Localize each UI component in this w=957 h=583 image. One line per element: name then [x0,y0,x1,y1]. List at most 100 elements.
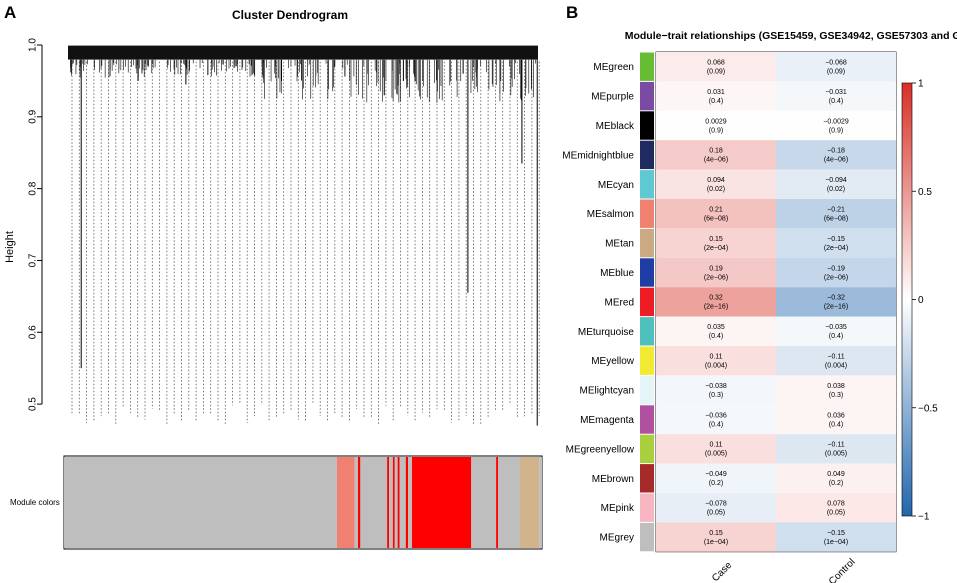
dendrogram-title: Cluster Dendrogram [232,8,348,22]
module-swatch [640,81,654,111]
cell-pvalue: (2e−04) [704,245,728,252]
module-label: MEpink [601,503,635,514]
legend-tick-label: −0.5 [918,403,938,414]
legend-gradient-bar [901,82,913,517]
cell-pvalue: (0.09) [827,69,845,76]
cell-correlation: 0.036 [827,412,845,419]
module-swatch [640,287,654,317]
heatmap-cell [656,346,776,376]
module-label: MEgrey [600,533,634,544]
heatmap-cell [656,434,776,464]
heatmap-cell [656,404,776,435]
cell-correlation: 0.21 [709,207,723,214]
heatmap-cell [656,522,776,552]
dendrogram-top-band [68,45,538,60]
cell-pvalue: (0.09) [707,69,725,76]
module-trait-heatmap: MEgreen 0.068 (0.09) −0.068 (0.09) MEpurple 0.… [562,51,897,583]
module-color-segment [360,457,388,548]
module-label: MEturquoise [578,327,635,338]
module-label: MEmagenta [580,415,634,426]
module-swatch [640,199,654,228]
legend-tick-label: −1 [918,512,930,523]
module-label: MEred [605,297,634,308]
cell-correlation: −0.18 [827,148,845,155]
heatmap-cell [656,463,776,493]
cell-correlation: −0.031 [825,89,847,96]
cell-correlation: 0.035 [707,324,725,331]
cell-pvalue: (0.3) [829,392,843,399]
module-label: MEblue [600,268,634,279]
module-color-segment [405,457,409,548]
cell-pvalue: (0.02) [707,186,725,193]
module-color-bar [64,457,542,548]
cell-pvalue: (4e−06) [824,157,848,164]
heatmap-cell [656,375,776,405]
heatmap-cell [776,81,896,111]
cell-correlation: 0.11 [709,354,722,361]
cell-correlation: 0.18 [709,148,723,155]
module-swatch [640,434,654,464]
cell-pvalue: (0.4) [829,421,843,428]
cell-pvalue: (6e−08) [704,216,728,223]
heatmap-cell [656,81,776,111]
module-color-segment [357,457,361,548]
cell-correlation: −0.32 [827,295,845,302]
module-label: MEpurple [591,92,634,103]
cell-correlation: 0.32 [709,295,723,302]
module-swatch [640,258,654,287]
cell-correlation: −0.049 [705,471,727,478]
heatmap-cell [656,287,776,317]
cell-pvalue: (0.004) [705,363,727,370]
y-tick-label: 1.0 [28,38,39,52]
cell-pvalue: (0.005) [705,451,727,458]
module-color-segment [354,457,358,548]
module-swatch [640,52,654,81]
module-color-segment [389,457,393,548]
cell-pvalue: (0.4) [829,333,843,340]
module-label: MEgreen [593,62,634,73]
heatmap-cell [776,169,896,199]
y-tick-label: 0.6 [28,325,39,339]
cell-correlation: 0.049 [827,471,845,478]
cell-pvalue: (2e−16) [824,304,848,311]
cell-pvalue: (1e−04) [824,539,848,546]
cell-pvalue: (4e−06) [704,157,728,164]
heatmap-cell [776,228,896,258]
module-swatch [640,111,654,140]
heatmap-cell [656,228,776,258]
y-tick-label: 0.7 [28,253,39,267]
heatmap-cell [776,316,896,346]
cell-pvalue: (0.2) [829,480,843,487]
module-label: MEtan [605,239,634,250]
cell-pvalue: (0.02) [827,186,845,193]
cell-pvalue: (0.9) [709,127,723,134]
heatmap-cell [776,257,896,288]
module-color-segment [539,457,542,548]
cell-correlation: −0.19 [827,265,845,272]
module-swatch [640,140,654,170]
heatmap-title: Module−trait relationships (GSE15459, GS… [625,30,957,42]
module-label: MEmidnightblue [562,150,634,161]
cell-pvalue: (0.4) [709,333,723,340]
cell-pvalue: (0.4) [709,98,723,105]
module-swatch [640,317,654,346]
cell-pvalue: (0.4) [829,98,843,105]
cell-correlation: 0.19 [709,265,723,272]
module-swatch [640,405,654,434]
cell-correlation: −0.21 [827,207,845,214]
cell-correlation: 0.038 [827,383,845,390]
legend-tick-label: 0 [918,295,924,306]
cell-pvalue: (0.005) [825,451,847,458]
heatmap-cell [776,434,896,464]
heatmap-cell [776,375,896,405]
module-swatch [640,228,654,258]
module-color-segment [394,457,398,548]
legend-tick-label: 1 [918,79,924,90]
heatmap-cell [776,140,896,170]
dendrogram-y-axis: 0.5 0.6 0.7 0.8 0.9 1.0 [28,38,43,411]
cell-correlation: 0.11 [709,442,722,449]
cell-correlation: −0.038 [705,383,727,390]
module-label: MEblack [596,121,635,132]
cell-pvalue: (0.3) [709,392,723,399]
